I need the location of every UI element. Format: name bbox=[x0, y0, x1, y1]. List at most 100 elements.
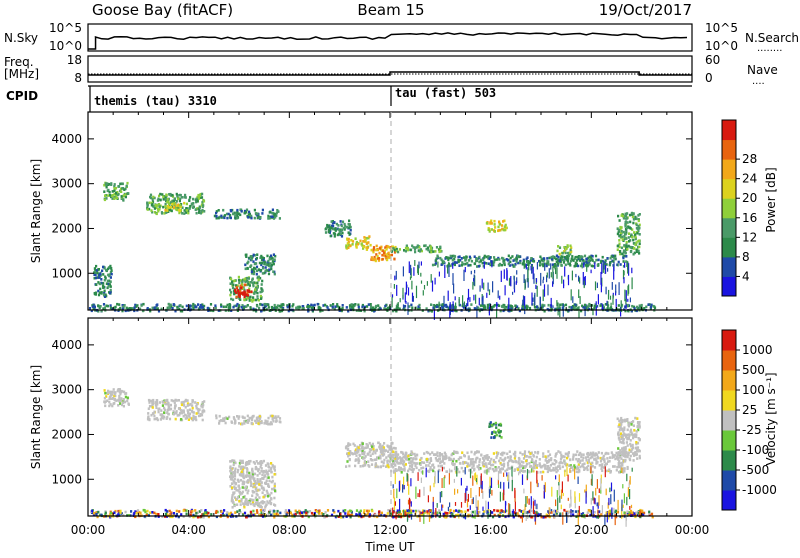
echo-cell bbox=[493, 509, 495, 512]
echo-cell bbox=[125, 196, 127, 199]
echo-cell bbox=[533, 461, 535, 464]
echo-cell bbox=[335, 228, 337, 231]
echo-streak bbox=[601, 283, 602, 292]
echo-cell bbox=[223, 306, 225, 309]
echo-cell bbox=[545, 455, 547, 458]
echo-cell bbox=[429, 453, 431, 456]
echo-cell bbox=[128, 403, 130, 406]
echo-cell bbox=[328, 231, 330, 234]
echo-cell bbox=[525, 305, 527, 308]
echo-cell bbox=[159, 205, 161, 208]
echo-cell bbox=[529, 307, 531, 310]
echo-cell bbox=[587, 465, 589, 468]
echo-cell bbox=[605, 452, 607, 455]
echo-cell bbox=[488, 456, 490, 459]
echo-cell bbox=[526, 256, 528, 259]
echo-cell bbox=[432, 250, 434, 253]
echo-cell bbox=[444, 458, 446, 461]
echo-cell bbox=[515, 257, 517, 260]
echo-cell bbox=[386, 259, 388, 262]
echo-cell bbox=[494, 230, 496, 233]
echo-streak bbox=[537, 262, 538, 270]
echo-cell bbox=[258, 278, 260, 281]
echo-cell bbox=[491, 228, 493, 231]
echo-cell bbox=[337, 510, 339, 513]
echo-streak bbox=[544, 263, 545, 271]
echo-cell bbox=[256, 270, 258, 273]
echo-cell bbox=[441, 259, 443, 262]
echo-cell bbox=[432, 470, 434, 473]
echo-cell bbox=[380, 451, 382, 454]
echo-cell bbox=[372, 453, 374, 456]
echo-cell bbox=[200, 413, 202, 416]
echo-cell bbox=[470, 463, 472, 466]
echo-cell bbox=[394, 460, 396, 463]
echo-streak bbox=[402, 288, 403, 298]
echo-cell bbox=[264, 482, 266, 485]
echo-cell bbox=[565, 304, 567, 307]
echo-cell bbox=[427, 464, 429, 467]
echo-cell bbox=[331, 227, 333, 230]
echo-cell bbox=[401, 471, 403, 474]
echo-cell bbox=[621, 435, 623, 438]
echo-cell bbox=[388, 252, 390, 255]
echo-cell bbox=[483, 455, 485, 458]
colorbar-tick-label: 8 bbox=[742, 250, 750, 264]
echo-streak bbox=[467, 298, 468, 307]
echo-cell bbox=[384, 305, 386, 308]
echo-cell bbox=[376, 245, 378, 248]
echo-cell bbox=[452, 259, 454, 262]
echo-cell bbox=[116, 303, 118, 306]
echo-cell bbox=[623, 235, 625, 238]
echo-cell bbox=[247, 216, 249, 219]
echo-cell bbox=[262, 209, 264, 212]
echo-cell bbox=[374, 464, 376, 467]
echo-streak bbox=[400, 298, 401, 302]
echo-cell bbox=[230, 298, 232, 301]
power-ylabel: Slant Range [km] bbox=[29, 159, 43, 263]
echo-cell bbox=[332, 509, 334, 512]
echo-cell bbox=[495, 468, 497, 471]
echo-cell bbox=[279, 512, 281, 515]
echo-cell bbox=[274, 504, 276, 507]
echo-cell bbox=[638, 246, 640, 249]
echo-cell bbox=[98, 268, 100, 271]
echo-cell bbox=[404, 305, 406, 308]
echo-cell bbox=[626, 441, 628, 444]
echo-cell bbox=[501, 224, 503, 227]
echo-cell bbox=[236, 296, 238, 299]
echo-cell bbox=[582, 457, 584, 460]
echo-streak bbox=[448, 265, 449, 277]
echo-cell bbox=[274, 469, 276, 472]
echo-cell bbox=[266, 255, 268, 258]
echo-cell bbox=[473, 468, 475, 471]
echo-cell bbox=[463, 454, 465, 457]
echo-cell bbox=[147, 415, 149, 418]
echo-cell bbox=[360, 510, 362, 513]
echo-cell bbox=[623, 244, 625, 247]
echo-cell bbox=[557, 256, 559, 259]
echo-cell bbox=[589, 256, 591, 259]
echo-cell bbox=[244, 501, 246, 504]
echo-cell bbox=[345, 465, 347, 468]
echo-cell bbox=[230, 209, 232, 212]
echo-cell bbox=[104, 276, 106, 279]
echo-cell bbox=[436, 306, 438, 309]
echo-cell bbox=[164, 209, 166, 212]
echo-streak bbox=[531, 269, 532, 273]
echo-cell bbox=[544, 464, 546, 467]
echo-cell bbox=[147, 307, 149, 310]
echo-cell bbox=[439, 246, 441, 249]
echo-cell bbox=[478, 461, 480, 464]
echo-cell bbox=[270, 255, 272, 258]
echo-cell bbox=[154, 418, 156, 421]
echo-cell bbox=[210, 513, 212, 516]
echo-streak bbox=[561, 276, 562, 284]
echo-cell bbox=[396, 458, 398, 461]
echo-cell bbox=[430, 251, 432, 254]
echo-cell bbox=[271, 488, 273, 491]
echo-streak bbox=[607, 301, 608, 309]
echo-cell bbox=[189, 409, 191, 412]
echo-cell bbox=[534, 451, 536, 454]
echo-streak bbox=[488, 283, 489, 292]
